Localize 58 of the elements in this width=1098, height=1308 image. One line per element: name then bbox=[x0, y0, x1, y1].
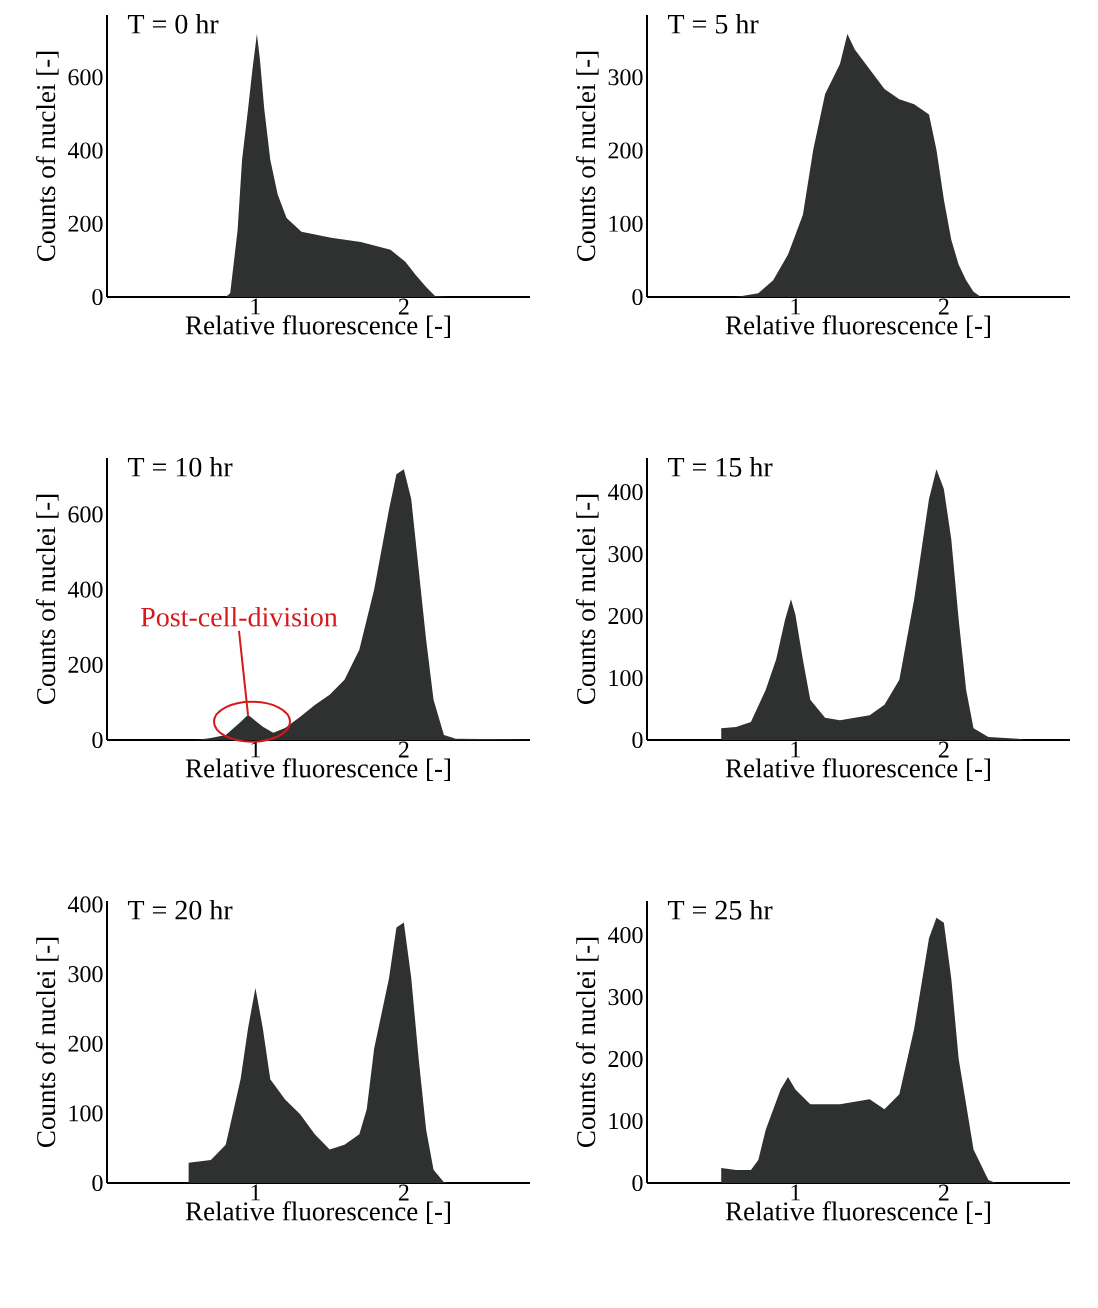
y-tick-label: 0 bbox=[92, 731, 103, 749]
y-tick-label: 0 bbox=[632, 1174, 643, 1192]
y-tick-label: 300 bbox=[608, 69, 643, 86]
x-axis-title: Relative fluorescence [-] bbox=[725, 758, 990, 781]
x-tick-label: 1 bbox=[791, 298, 800, 315]
y-tick-label: 400 bbox=[67, 581, 103, 598]
y-axis-title: Counts of nuclei [-] bbox=[35, 937, 59, 1147]
x-tick-label: 1 bbox=[251, 1184, 260, 1201]
chart-title: T = 0 hr bbox=[127, 13, 219, 34]
x-axis-title: Relative fluorescence [-] bbox=[185, 1201, 450, 1224]
y-tick-label: 600 bbox=[68, 506, 103, 523]
y-tick-label: 300 bbox=[608, 545, 643, 563]
y-tick-label: 200 bbox=[608, 142, 643, 159]
y-axis-title: Counts of nuclei [-] bbox=[35, 494, 59, 704]
x-tick-label: 2 bbox=[938, 1184, 949, 1201]
chart-title: T = 25 hr bbox=[667, 899, 773, 920]
y-tick-label: 400 bbox=[607, 926, 643, 944]
x-tick-label: 2 bbox=[398, 298, 409, 315]
y-tick-label: 100 bbox=[609, 215, 643, 232]
annotation: Post-cell-division bbox=[141, 606, 338, 627]
y-axis-title: Counts of nuclei [-] bbox=[35, 51, 59, 261]
x-axis-title: Relative fluorescence [-] bbox=[725, 315, 990, 338]
y-axis-title: Counts of nuclei [-] bbox=[575, 51, 599, 261]
x-tick-label: 1 bbox=[251, 298, 260, 315]
y-tick-label: 600 bbox=[68, 69, 103, 86]
y-tick-label: 200 bbox=[608, 1050, 643, 1068]
x-axis-title: Relative fluorescence [-] bbox=[725, 1201, 990, 1224]
y-tick-label: 300 bbox=[608, 988, 643, 1006]
x-tick-label: 2 bbox=[938, 741, 949, 758]
chart-title: T = 15 hr bbox=[667, 456, 773, 477]
chart-title: T = 10 hr bbox=[127, 456, 233, 477]
x-tick-label: 2 bbox=[398, 741, 409, 758]
y-tick-label: 200 bbox=[68, 215, 103, 232]
y-tick-label: 0 bbox=[92, 1174, 103, 1192]
y-tick-label: 100 bbox=[609, 669, 643, 687]
x-tick-label: 1 bbox=[791, 741, 800, 758]
y-tick-label: 100 bbox=[69, 1105, 103, 1122]
chart-title: T = 20 hr bbox=[127, 899, 233, 920]
y-tick-label: 200 bbox=[608, 607, 643, 625]
y-tick-label: 100 bbox=[609, 1112, 643, 1130]
y-tick-label: 400 bbox=[607, 483, 643, 501]
y-tick-label: 0 bbox=[92, 288, 103, 306]
x-tick-label: 1 bbox=[251, 741, 260, 758]
x-axis-title: Relative fluorescence [-] bbox=[185, 315, 450, 338]
x-tick-label: 2 bbox=[938, 298, 949, 315]
y-axis-title: Counts of nuclei [-] bbox=[575, 494, 599, 704]
chart-title: T = 5 hr bbox=[667, 13, 759, 34]
x-tick-label: 1 bbox=[791, 1184, 800, 1201]
y-tick-label: 0 bbox=[632, 731, 643, 749]
y-tick-label: 400 bbox=[67, 142, 103, 159]
x-tick-label: 2 bbox=[398, 1184, 409, 1201]
y-tick-label: 300 bbox=[68, 966, 103, 983]
y-tick-label: 0 bbox=[632, 288, 643, 306]
x-axis-title: Relative fluorescence [-] bbox=[185, 758, 450, 781]
y-tick-label: 200 bbox=[68, 656, 103, 673]
y-tick-label: 200 bbox=[68, 1035, 103, 1052]
y-axis-title: Counts of nuclei [-] bbox=[575, 937, 599, 1147]
y-tick-label: 400 bbox=[67, 896, 103, 913]
